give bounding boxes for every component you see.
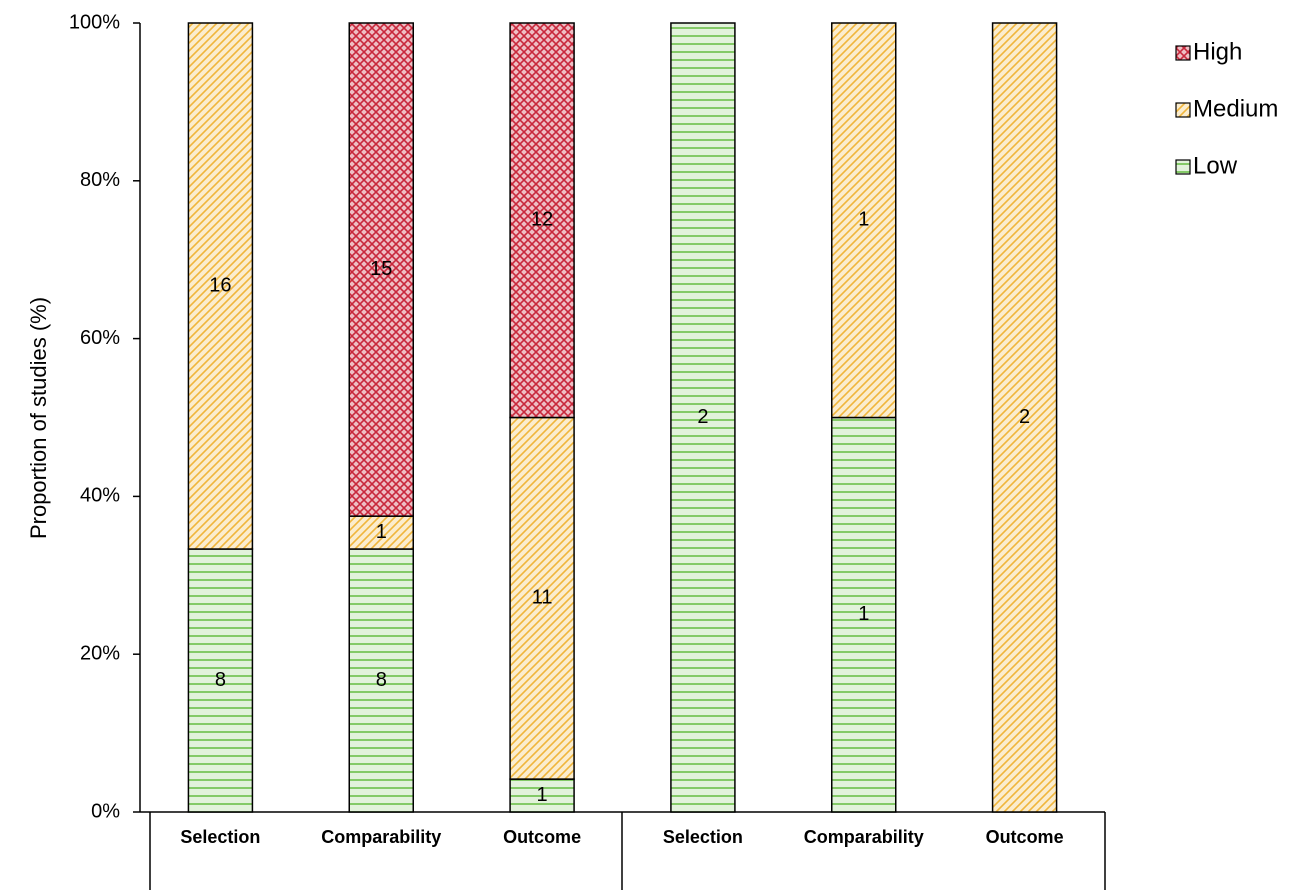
bar-segment xyxy=(670,22,736,813)
data-label: 2 xyxy=(1019,406,1030,428)
data-label: 2 xyxy=(697,406,708,428)
y-tick-label: 100% xyxy=(69,11,120,33)
bar-segment xyxy=(348,548,414,813)
x-tick-label: Comparability xyxy=(804,827,924,847)
bar-segment xyxy=(831,22,897,419)
legend-swatch xyxy=(1175,159,1191,175)
data-label: 1 xyxy=(376,521,387,543)
x-tick-label: Comparability xyxy=(321,827,441,847)
data-label: 1 xyxy=(858,603,869,625)
bar-segment xyxy=(187,548,254,813)
legend-swatch xyxy=(1175,45,1191,61)
y-tick-label: 60% xyxy=(80,327,120,349)
y-tick-label: 20% xyxy=(80,642,120,664)
bar-segment xyxy=(991,22,1058,813)
y-tick-label: 80% xyxy=(80,169,120,191)
legend-label: High xyxy=(1193,38,1242,65)
data-label: 8 xyxy=(376,669,387,691)
data-label: 11 xyxy=(532,587,553,609)
data-label: 16 xyxy=(209,274,231,296)
legend-label: Medium xyxy=(1193,95,1278,122)
data-label: 12 xyxy=(531,209,553,231)
bar-segment xyxy=(509,22,575,419)
data-label: 1 xyxy=(858,209,869,231)
bar-segment xyxy=(348,515,414,550)
bar-segment xyxy=(831,416,897,813)
y-tick-label: 0% xyxy=(91,800,120,822)
legend-swatch xyxy=(1175,102,1191,118)
y-axis-label: Proportion of studies (%) xyxy=(26,297,51,539)
y-tick-label: 40% xyxy=(80,485,120,507)
x-tick-label: Selection xyxy=(180,827,260,847)
bar-segment xyxy=(348,22,414,517)
data-label: 15 xyxy=(370,258,392,280)
data-label: 1 xyxy=(537,784,548,806)
legend-label: Low xyxy=(1193,152,1238,179)
x-tick-label: Outcome xyxy=(503,827,581,847)
x-tick-label: Selection xyxy=(663,827,743,847)
x-tick-label: Outcome xyxy=(986,827,1064,847)
data-label: 8 xyxy=(215,669,226,691)
bar-segment xyxy=(187,22,254,550)
